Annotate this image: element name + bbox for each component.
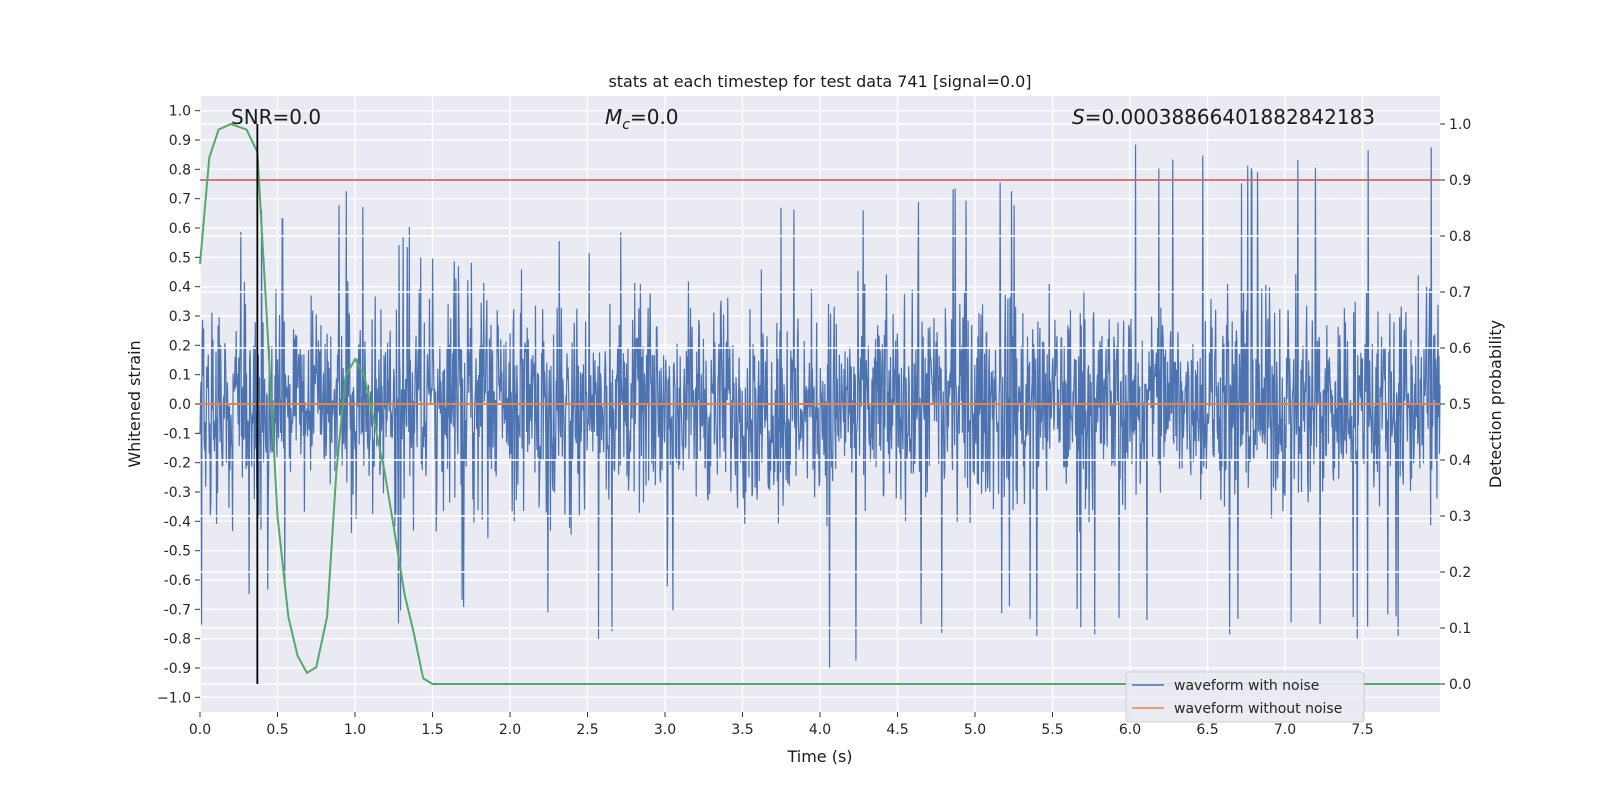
- y-tick-label-left: 0.5: [169, 250, 191, 266]
- y-tick-label-left: -0.5: [164, 544, 191, 560]
- chart-title: stats at each timestep for test data 741…: [608, 72, 1031, 91]
- y-tick-label-left: 0.0: [169, 397, 191, 413]
- y-tick-label-left: -0.7: [164, 602, 191, 618]
- y-tick-label-right: 0.3: [1449, 509, 1471, 525]
- legend-entry-noise: waveform with noise: [1174, 678, 1319, 694]
- y-tick-label-left: 0.3: [169, 309, 191, 325]
- x-tick-label: 6.5: [1196, 722, 1218, 738]
- y-tick-label-left: 0.1: [169, 368, 191, 384]
- x-tick-label: 0.5: [266, 722, 288, 738]
- mc-annotation: Mc=0.0: [605, 105, 679, 133]
- x-tick-label: 3.5: [731, 722, 753, 738]
- x-axis-label: Time (s): [786, 747, 852, 766]
- y-tick-label-left: -0.9: [164, 661, 191, 677]
- mc-subscript: c: [622, 117, 630, 133]
- y-tick-label-left: 0.9: [169, 133, 191, 149]
- y-tick-label-right: 0.8: [1449, 229, 1471, 245]
- x-tick-label: 0.0: [189, 722, 211, 738]
- x-tick-label: 7.5: [1351, 722, 1373, 738]
- x-tick-label: 1.0: [344, 722, 366, 738]
- x-tick-label: 6.0: [1119, 722, 1141, 738]
- x-tick-label: 2.5: [576, 722, 598, 738]
- y-tick-label-left: 0.2: [169, 338, 191, 354]
- y-tick-label-left: -0.3: [164, 485, 191, 501]
- y-tick-label-left: 0.4: [169, 280, 191, 296]
- s-annotation: S=0.00038866401882842183: [1072, 105, 1375, 129]
- y-tick-label-left: -0.4: [164, 514, 191, 530]
- x-tick-label: 5.0: [964, 722, 986, 738]
- noise-series: [199, 144, 1441, 668]
- y-tick-label-right: 0.6: [1449, 341, 1471, 357]
- y-axis-label-left: Whitened strain: [125, 340, 144, 467]
- y-tick-label-right: 1.0: [1449, 117, 1471, 133]
- detection-probability-line: [199, 122, 1440, 685]
- legend-entry-clean: waveform without noise: [1174, 701, 1342, 717]
- y-tick-label-left: 0.6: [169, 221, 191, 237]
- y-tick-label-right: 0.9: [1449, 173, 1471, 189]
- y-axis-label-right: Detection probability: [1486, 320, 1505, 488]
- y-tick-label-left: -0.2: [164, 456, 191, 472]
- legend: waveform with noise waveform without noi…: [1125, 671, 1365, 723]
- x-tick-label: 5.5: [1041, 722, 1063, 738]
- y-tick-label-right: 0.4: [1449, 453, 1471, 469]
- y-tick-label-left: 0.8: [169, 162, 191, 178]
- overlay-lines: [199, 122, 1440, 685]
- y-tick-label-left: 0.7: [169, 192, 191, 208]
- y-tick-label-right: 0.0: [1449, 677, 1471, 693]
- mc-value: =0.0: [630, 105, 679, 129]
- y-tick-label-left: -0.1: [164, 426, 191, 442]
- axes: 0.0 0.5 1.0 1.5 2.0 2.5 3.0 3.5 4.0 4.5 5.0 5.5 6.0 6…: [157, 104, 1471, 738]
- x-tick-label: 4.0: [809, 722, 831, 738]
- snr-annotation: SNR=0.0: [231, 105, 321, 129]
- legend-box: [1125, 671, 1365, 723]
- y-tick-label-right: 0.1: [1449, 621, 1471, 637]
- s-value: =0.00038866401882842183: [1085, 105, 1375, 129]
- y-tick-label-left: 1.0: [169, 104, 191, 120]
- y-tick-label-left: −1.0: [157, 690, 191, 706]
- y-tick-label-right: 0.5: [1449, 397, 1471, 413]
- x-tick-label: 3.0: [654, 722, 676, 738]
- y-tick-label-right: 0.7: [1449, 285, 1471, 301]
- x-tick-label: 4.5: [886, 722, 908, 738]
- x-tick-label: 1.5: [421, 722, 443, 738]
- mc-symbol: M: [605, 105, 622, 129]
- s-symbol: S: [1072, 105, 1085, 129]
- y-tick-label-left: -0.8: [164, 632, 191, 648]
- y-tick-label-left: -0.6: [164, 573, 191, 589]
- x-tick-label: 2.0: [499, 722, 521, 738]
- x-tick-label: 7.0: [1274, 722, 1296, 738]
- y-tick-label-right: 0.2: [1449, 565, 1471, 581]
- waveform-with-noise-line: [199, 144, 1441, 668]
